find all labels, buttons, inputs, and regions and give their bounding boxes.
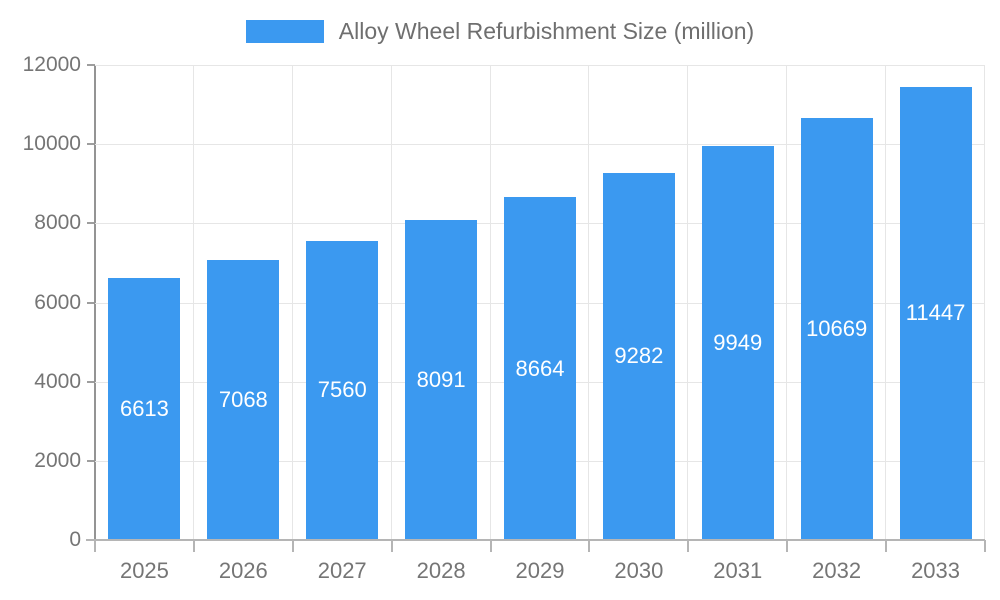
y-tick (87, 143, 95, 146)
x-tick (94, 540, 96, 552)
v-gridline (687, 65, 689, 540)
bar: 8091 (405, 219, 478, 540)
y-tick (87, 222, 95, 225)
bar-value-label: 10669 (806, 315, 868, 341)
bar-value-label: 8091 (416, 366, 466, 392)
x-tick-label: 2030 (614, 558, 664, 583)
y-tick-label: 0 (69, 528, 81, 551)
bar-value-label: 6613 (119, 396, 169, 422)
bar: 7560 (306, 240, 379, 540)
v-gridline (786, 65, 788, 540)
x-tick-label: 2032 (812, 558, 862, 583)
x-tick (885, 540, 888, 552)
legend-label: Alloy Wheel Refurbishment Size (million) (338, 18, 755, 44)
x-tick-label: 2027 (317, 558, 367, 583)
plot-area: 6613 7068 7560 8091 8664 9282 9949 10669 11447 (86, 65, 985, 541)
bar-value-label: 7068 (218, 387, 268, 413)
bar: 11447 (899, 86, 972, 540)
y-gridline (95, 65, 985, 66)
x-tick-label: 2029 (515, 558, 565, 583)
bar-value-label: 8664 (515, 355, 565, 381)
chart-legend: Alloy Wheel Refurbishment Size (million) (0, 18, 1000, 45)
x-tick-label: 2033 (911, 558, 961, 583)
y-tick-label: 12000 (22, 53, 81, 76)
x-axis: 2025 2026 2027 2028 2029 2030 2031 2032 2033 (94, 540, 986, 600)
y-tick-label: 8000 (34, 211, 81, 235)
v-gridline (291, 65, 293, 540)
bar: 9282 (602, 172, 675, 540)
y-gridline (95, 144, 985, 146)
bar: 10669 (800, 117, 873, 540)
x-tick (390, 540, 393, 552)
bar: 6613 (108, 278, 181, 540)
y-tick (87, 459, 95, 462)
x-tick (192, 540, 195, 552)
x-tick-label: 2028 (416, 558, 466, 583)
bar: 7068 (207, 260, 280, 540)
x-tick (984, 540, 986, 552)
x-tick-label: 2031 (713, 558, 763, 583)
v-gridline (588, 65, 590, 540)
bar: 9949 (701, 146, 774, 540)
y-tick (87, 380, 95, 383)
x-baseline (86, 539, 985, 541)
x-tick (489, 540, 492, 552)
v-gridline (390, 65, 392, 540)
bar-value-label: 9282 (614, 343, 664, 369)
y-tick-label: 4000 (34, 369, 81, 393)
y-tick-label: 10000 (22, 132, 81, 156)
y-tick (87, 301, 95, 304)
legend-swatch (245, 20, 324, 43)
bar-value-label: 7560 (317, 377, 367, 403)
x-tick (291, 540, 294, 552)
bar-value-label: 9949 (713, 330, 763, 356)
x-tick (588, 540, 591, 552)
x-tick (786, 540, 789, 552)
y-tick-label: 2000 (34, 448, 81, 472)
v-gridline (192, 65, 194, 540)
bar-value-label: 11447 (905, 300, 966, 326)
x-tick (687, 540, 690, 552)
y-tick (87, 64, 95, 66)
y-tick-label: 6000 (34, 290, 81, 314)
x-tick-label: 2025 (119, 558, 169, 583)
v-gridline (489, 65, 491, 540)
v-gridline (984, 65, 985, 540)
x-tick-label: 2026 (218, 558, 268, 583)
bar: 8664 (504, 197, 576, 540)
v-gridline (885, 65, 887, 540)
y-axis: 0 2000 4000 6000 8000 10000 12000 (0, 53, 95, 551)
